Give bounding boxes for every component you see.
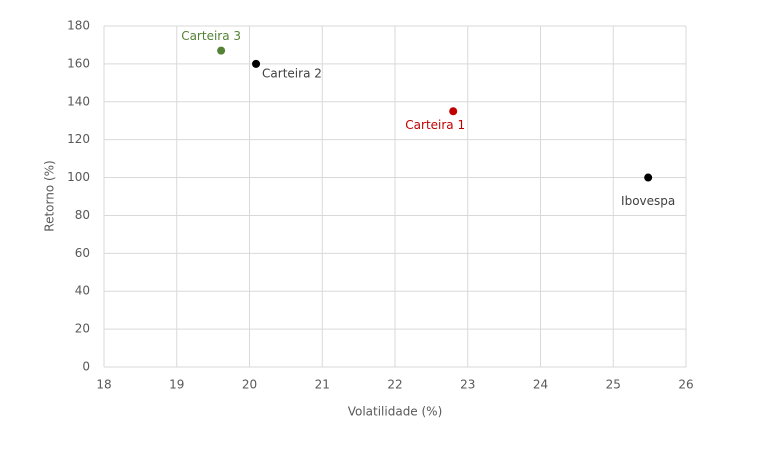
point xyxy=(217,46,226,55)
x-tick-label: 23 xyxy=(460,378,475,392)
x-tick-label: 18 xyxy=(96,378,111,392)
point-label: Carteira 2 xyxy=(262,66,322,80)
y-tick-label: 120 xyxy=(67,132,90,146)
y-tick-label: 80 xyxy=(75,208,90,222)
point-label: Ibovespa xyxy=(621,194,675,208)
y-tick-label: 0 xyxy=(82,360,90,374)
x-tick-label: 22 xyxy=(387,378,402,392)
y-tick-label: 60 xyxy=(75,246,90,260)
y-axis-title: Retorno (%) xyxy=(43,160,57,231)
x-tick-label: 19 xyxy=(169,378,184,392)
point xyxy=(252,59,261,68)
x-axis-title: Volatilidade (%) xyxy=(348,405,443,419)
x-tick-label: 26 xyxy=(678,378,693,392)
y-tick-label: 20 xyxy=(75,322,90,336)
x-tick-label: 24 xyxy=(533,378,548,392)
x-tick-label: 25 xyxy=(606,378,621,392)
point xyxy=(449,107,458,116)
y-tick-label: 180 xyxy=(67,19,90,33)
y-tick-label: 100 xyxy=(67,170,90,184)
point-label: Carteira 3 xyxy=(181,29,241,43)
x-tick-label: 20 xyxy=(242,378,257,392)
point xyxy=(644,173,653,182)
y-tick-label: 140 xyxy=(67,94,90,108)
point-label: Carteira 1 xyxy=(405,118,465,132)
y-tick-label: 160 xyxy=(67,56,90,70)
y-tick-label: 40 xyxy=(75,284,90,298)
x-tick-label: 21 xyxy=(315,378,330,392)
